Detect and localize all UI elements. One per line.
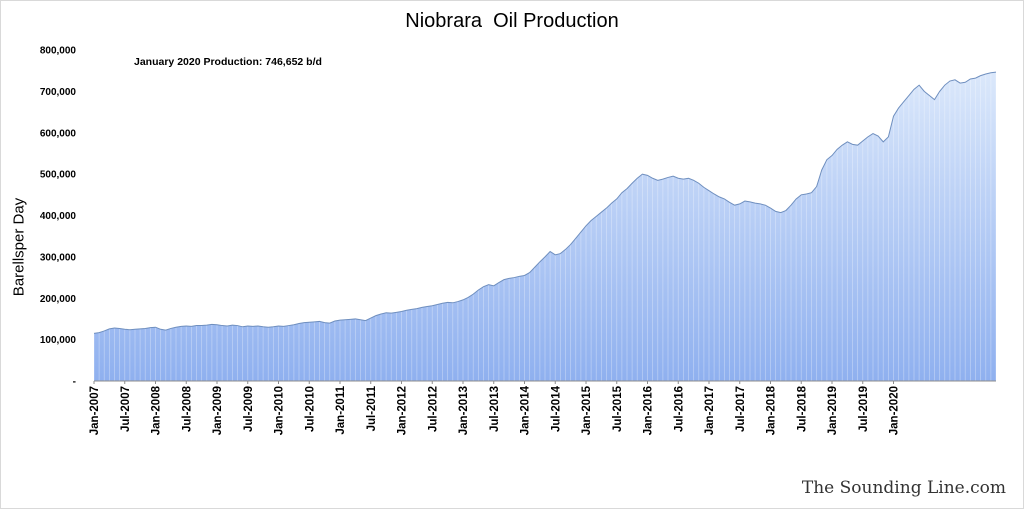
x-tick-label: Jul-2010 [304, 386, 316, 432]
production-area [94, 72, 996, 381]
x-tick-label: Jan-2013 [458, 386, 470, 435]
x-tick-label: Jul-2019 [858, 386, 870, 432]
x-tick-label: Jan-2014 [520, 385, 532, 435]
y-tick-label: 600,000 [40, 128, 77, 139]
y-tick-label: 400,000 [40, 211, 77, 222]
x-tick-label: Jul-2009 [243, 386, 255, 432]
x-tick-label: Jan-2007 [89, 386, 101, 435]
x-tick-label: Jan-2019 [827, 386, 839, 435]
area-hatch [93, 72, 997, 381]
x-tick-label: Jan-2010 [274, 386, 286, 435]
chart-title: Niobrara Oil Production [405, 10, 619, 32]
x-tick-label: Jan-2012 [397, 386, 409, 435]
production-line [93, 71, 997, 334]
production-annotation: January 2020 Production: 746,652 b/d [134, 56, 322, 68]
x-tick-label: Jan-2008 [151, 385, 163, 435]
x-tick-label: Jan-2018 [766, 385, 778, 435]
x-tick-label: Jul-2011 [366, 385, 378, 431]
y-tick-label: 200,000 [40, 294, 77, 305]
x-tick-label: Jul-2014 [550, 385, 562, 432]
x-tick-label: Jul-2007 [120, 386, 132, 432]
x-tick-label: Jan-2011 [335, 385, 347, 434]
x-tick-label: Jul-2017 [735, 386, 747, 432]
x-tick-label: Jul-2008 [181, 385, 193, 432]
x-tick-label: Jul-2018 [796, 385, 808, 432]
x-tick-label: Jul-2015 [612, 385, 624, 432]
x-tick-label: Jan-2020 [889, 386, 901, 435]
y-tick-label: - [73, 377, 76, 388]
x-tick-label: Jan-2009 [212, 386, 224, 435]
y-tick-label: 300,000 [40, 252, 77, 263]
x-tick-label: Jan-2016 [643, 386, 655, 435]
x-tick-label: Jul-2012 [427, 386, 439, 432]
x-tick-label: Jul-2013 [489, 386, 501, 432]
y-tick-label: 100,000 [40, 335, 77, 346]
y-tick-label: 700,000 [40, 87, 77, 98]
y-tick-label: 800,000 [40, 46, 77, 57]
x-tick-label: Jul-2016 [673, 386, 685, 432]
y-tick-label: 500,000 [40, 170, 77, 181]
watermark: The Sounding Line.com [801, 478, 1006, 498]
x-tick-label: Jan-2015 [581, 385, 593, 435]
x-tick-label: Jan-2017 [704, 386, 716, 435]
